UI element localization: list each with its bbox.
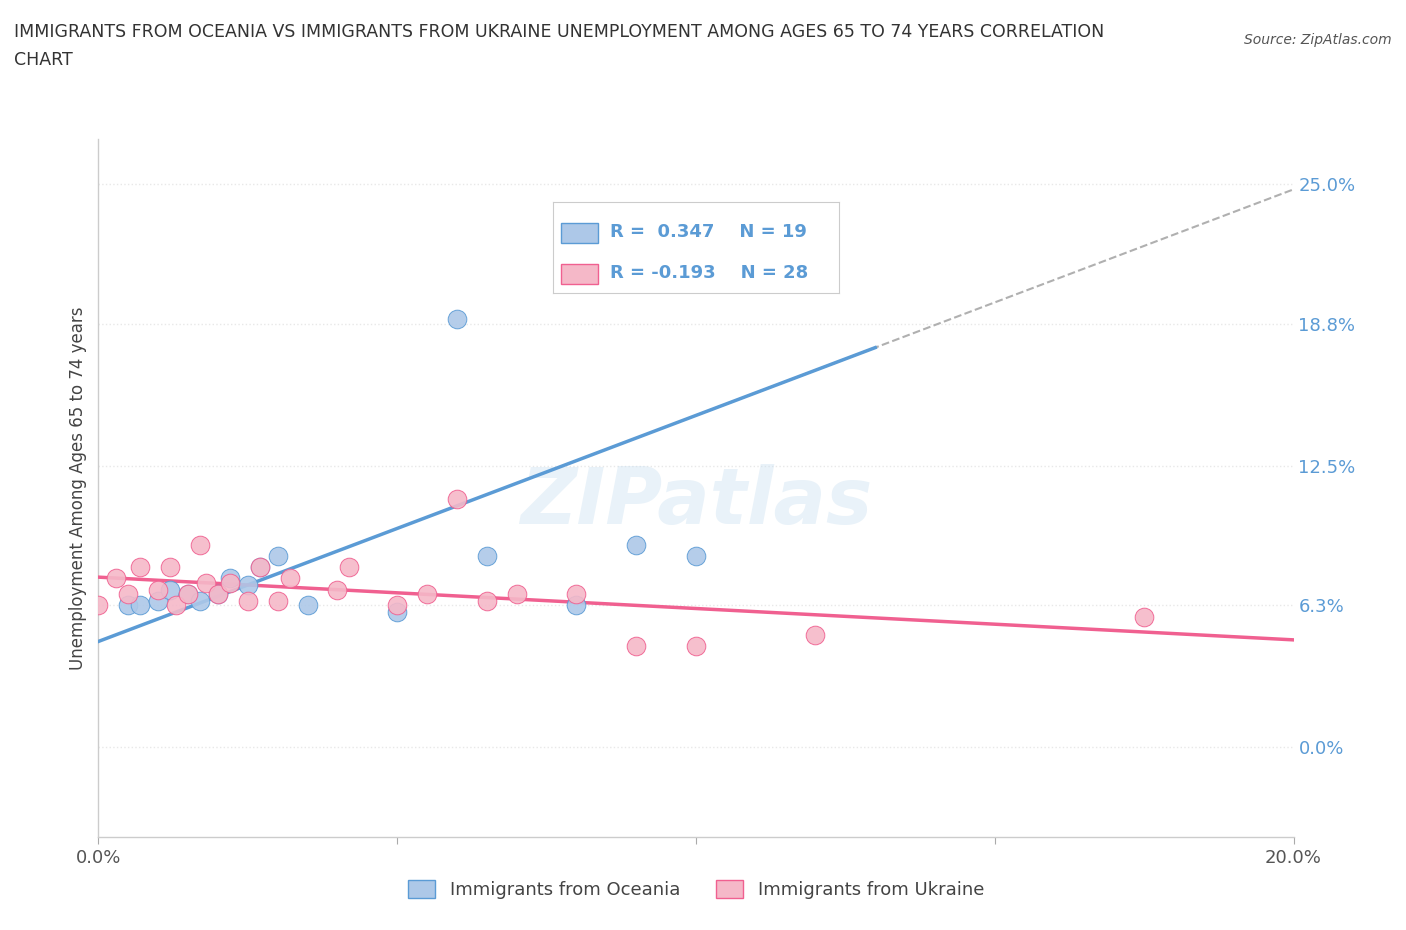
Point — [624, 537, 647, 551]
Point — [385, 598, 409, 613]
Point — [804, 627, 827, 642]
Point — [236, 578, 259, 592]
Point — [624, 638, 647, 653]
Point — [475, 549, 498, 564]
Point — [865, 99, 887, 113]
Point — [219, 571, 242, 586]
Point — [236, 593, 259, 608]
Point — [159, 582, 181, 597]
Bar — [561, 223, 599, 243]
Text: Source: ZipAtlas.com: Source: ZipAtlas.com — [1244, 33, 1392, 46]
Text: ZIPatlas: ZIPatlas — [520, 464, 872, 540]
Point — [188, 593, 211, 608]
Point — [267, 593, 290, 608]
Point — [339, 560, 360, 575]
Point — [188, 537, 211, 551]
Point — [194, 576, 218, 591]
Point — [446, 312, 468, 327]
Point — [148, 582, 170, 597]
Point — [129, 598, 152, 613]
Point — [326, 582, 349, 597]
Point — [219, 576, 242, 591]
Point — [207, 587, 229, 602]
Point — [117, 598, 139, 613]
Point — [416, 587, 439, 602]
Point — [249, 560, 271, 575]
Point — [249, 560, 271, 575]
Point — [207, 587, 229, 602]
Point — [177, 587, 200, 602]
Text: CHART: CHART — [14, 51, 73, 69]
Point — [565, 598, 588, 613]
Point — [159, 560, 181, 575]
Legend: Immigrants from Oceania, Immigrants from Ukraine: Immigrants from Oceania, Immigrants from… — [399, 870, 993, 909]
Point — [278, 571, 301, 586]
Point — [105, 571, 128, 586]
Point — [267, 549, 290, 564]
Point — [565, 587, 588, 602]
Point — [148, 593, 170, 608]
Point — [165, 598, 187, 613]
Point — [685, 549, 707, 564]
Point — [129, 560, 152, 575]
Point — [385, 604, 409, 619]
Point — [1133, 609, 1156, 624]
Point — [177, 587, 200, 602]
Point — [87, 598, 110, 613]
Y-axis label: Unemployment Among Ages 65 to 74 years: Unemployment Among Ages 65 to 74 years — [69, 307, 87, 670]
Bar — [561, 264, 599, 284]
Text: R =  0.347    N = 19: R = 0.347 N = 19 — [610, 223, 807, 241]
Text: IMMIGRANTS FROM OCEANIA VS IMMIGRANTS FROM UKRAINE UNEMPLOYMENT AMONG AGES 65 TO: IMMIGRANTS FROM OCEANIA VS IMMIGRANTS FR… — [14, 23, 1104, 41]
Point — [506, 587, 529, 602]
Point — [685, 638, 707, 653]
Point — [117, 587, 139, 602]
Point — [475, 593, 498, 608]
Point — [297, 598, 319, 613]
Text: R = -0.193    N = 28: R = -0.193 N = 28 — [610, 264, 808, 282]
Point — [446, 492, 468, 507]
